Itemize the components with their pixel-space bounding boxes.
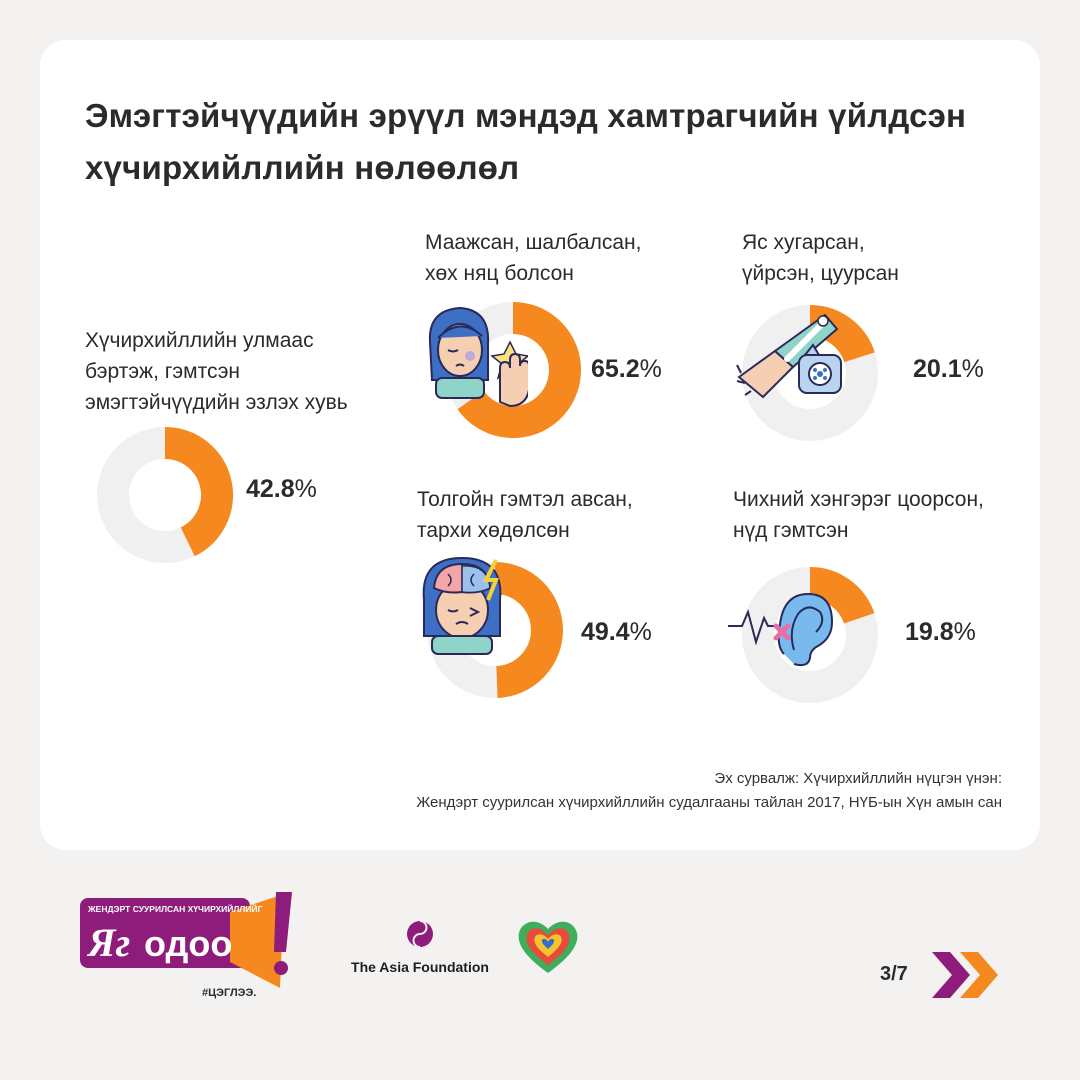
donut-slice <box>809 567 875 625</box>
campaign-name-text-1: Яг <box>86 920 130 965</box>
campaign-hashtag: #ЦЭГЛЭЭ. <box>202 987 256 999</box>
value-label-fractures: 20.1% <box>913 355 984 383</box>
donut-chart-injured-women <box>97 427 233 563</box>
asia-foundation-logo: The Asia Foundation <box>340 918 500 978</box>
donut-slice <box>457 302 581 438</box>
chart-label-fractures: Яс хугарсан, үйрсэн, цуурсан <box>742 227 899 289</box>
title-line-1: Эмэгтэйчүүдийн эрүүл мэндэд хамтрагчийн … <box>85 97 967 134</box>
page-title: Эмэгтэйчүүдийн эрүүл мэндэд хамтрагчийн … <box>85 90 1005 194</box>
donut-slice <box>494 562 563 698</box>
donut-slice <box>164 427 233 557</box>
source-line-2: Жендэрт суурилсан хүчирхийллийн судалгаа… <box>416 794 1002 811</box>
campaign-name-text-2: одоо <box>144 923 232 964</box>
label-line: бэртэж, гэмтсэн <box>85 360 241 383</box>
damaged-ear-illustration-icon <box>728 592 834 667</box>
asia-foundation-emblem-icon <box>407 920 433 948</box>
label-line: Толгойн гэмтэл авсан, <box>417 488 633 511</box>
label-line: Маажсан, шалбалсан, <box>425 231 642 254</box>
label-line: Чихний хэнгэрэг цоорсон, <box>733 488 984 511</box>
value-label-ear-eye-injury: 19.8% <box>905 618 976 646</box>
source-note: Эх сурвалж: Хүчирхийллийн нүцгэн үнэн: Ж… <box>416 767 1002 815</box>
broken-bone-illustration-icon <box>736 313 842 399</box>
chart-label-ear-eye-injury: Чихний хэнгэрэг цоорсон, нүд гэмтсэн <box>733 484 984 546</box>
page-indicator: 3/7 <box>880 963 908 985</box>
label-line: Хүчирхийллийн улмаас <box>85 329 314 352</box>
label-line: эмэгтэйчүүдийн эзлэх хувь <box>85 391 348 414</box>
value-label-head-injury: 49.4% <box>581 618 652 646</box>
yag-odoo-campaign-logo: ЖЕНДЭРТ СУУРИЛСАН ХҮЧИРХИЙЛЛИЙГ Яг одоо … <box>80 892 292 999</box>
value-label-injured-women: 42.8% <box>246 475 317 503</box>
head-injury-illustration-icon <box>422 556 502 655</box>
campaign-top-text: ЖЕНДЭРТ СУУРИЛСАН ХҮЧИРХИЙЛЛИЙГ <box>87 903 262 914</box>
label-line: тархи хөдөлсөн <box>417 519 570 542</box>
title-line-2: хүчирхийллийн нөлөөлөл <box>85 149 520 186</box>
label-line: Яс хугарсан, <box>742 231 865 254</box>
chart-label-bruises: Маажсан, шалбалсан, хөх няц болсон <box>425 227 641 289</box>
chart-label-head-injury: Толгойн гэмтэл авсан, тархи хөдөлсөн <box>417 484 633 546</box>
asia-foundation-name: The Asia Foundation <box>351 959 489 975</box>
source-line-1: Эх сурвалж: Хүчирхийллийн нүцгэн үнэн: <box>714 770 1002 787</box>
rainbow-heart-logo-icon <box>518 921 578 973</box>
label-line: хөх няц болсон <box>425 262 574 285</box>
label-line: нүд гэмтсэн <box>733 519 849 542</box>
bruised-woman-illustration-icon <box>428 306 528 407</box>
value-label-bruises: 65.2% <box>591 355 662 383</box>
chart-label-injured-women: Хүчирхийллийн улмаас бэртэж, гэмтсэн эмэ… <box>85 325 348 418</box>
label-line: үйрсэн, цуурсан <box>742 262 899 285</box>
next-page-chevrons-icon[interactable] <box>930 950 1002 1000</box>
infographic-card: Эмэгтэйчүүдийн эрүүл мэндэд хамтрагчийн … <box>40 40 1040 850</box>
